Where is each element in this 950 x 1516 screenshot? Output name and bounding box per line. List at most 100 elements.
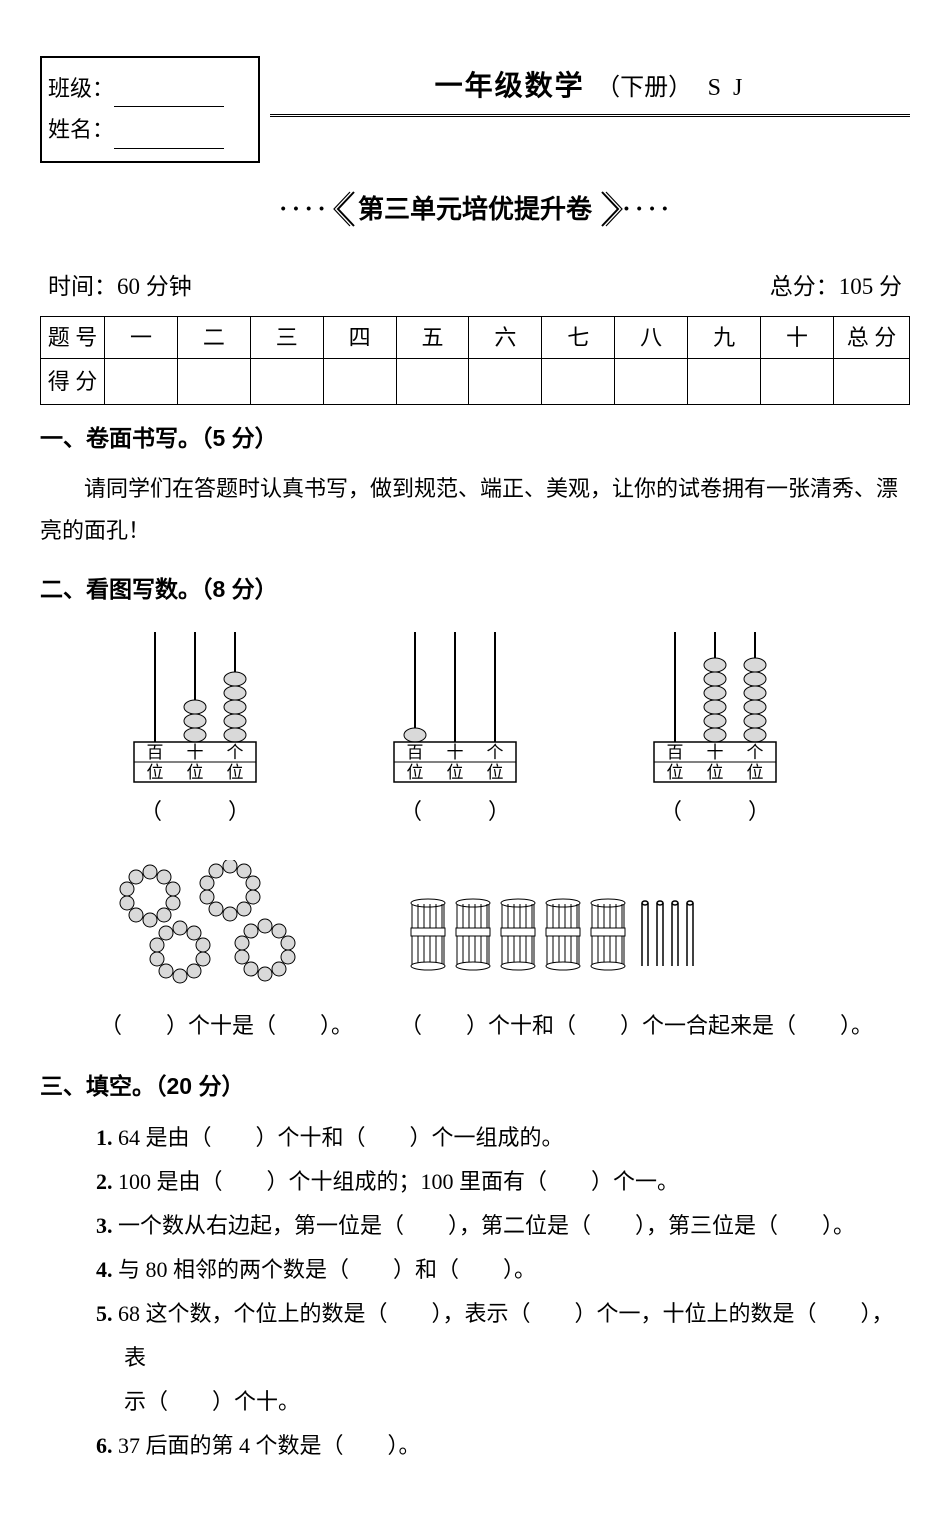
- score-cell[interactable]: [323, 358, 396, 404]
- unit-title: 第三单元培优提升卷: [358, 187, 592, 231]
- svg-text:十: 十: [187, 743, 204, 762]
- q3-text[interactable]: 37 后面的第 4 个数是（ ）。: [118, 1433, 421, 1458]
- score-cell[interactable]: [615, 358, 688, 404]
- class-blank[interactable]: [114, 83, 224, 107]
- col-7: 七: [542, 316, 615, 358]
- abacus-row: 百 十 个 位 位 位 （ ） 百 十 个 位 位 位 （ ）: [110, 627, 910, 830]
- svg-text:个: 个: [227, 743, 244, 762]
- section-1-text: 请同学们在答题时认真书写，做到规范、端正、美观，让你的试卷拥有一张清秀、漂亮的面…: [40, 468, 910, 552]
- dots-left: • • • •: [281, 197, 326, 221]
- svg-text:十: 十: [447, 743, 464, 762]
- section-1-head: 一、卷面书写。（5 分）: [40, 419, 910, 458]
- score-cell[interactable]: [250, 358, 323, 404]
- name-row: 姓名：: [48, 111, 252, 148]
- name-blank[interactable]: [114, 125, 224, 149]
- section-3-head: 三、填空。（20 分）: [40, 1067, 910, 1106]
- svg-text:百: 百: [407, 743, 424, 762]
- q3-item-1: 1. 64 是由（ ）个十和（ ）个一组成的。: [124, 1116, 910, 1160]
- score-header-row: 题 号 一 二 三 四 五 六 七 八 九 十 总 分: [41, 316, 910, 358]
- total-label: 总分：105 分: [770, 267, 902, 306]
- q3-text[interactable]: 一个数从右边起，第一位是（ ），第二位是（ ），第三位是（ ）。: [118, 1213, 855, 1238]
- sticks-text[interactable]: （ ）个十和（ ）个一合起来是（ ）。: [400, 1007, 873, 1044]
- score-cell[interactable]: [761, 358, 834, 404]
- svg-text:位: 位: [147, 763, 164, 782]
- col-5: 五: [396, 316, 469, 358]
- q3-item-4: 4. 与 80 相邻的两个数是（ ）和（ ）。: [124, 1248, 910, 1292]
- class-label: 班级：: [48, 76, 114, 101]
- student-info-box: 班级： 姓名：: [40, 56, 260, 163]
- q3-item-5b: 示（ ）个十。: [124, 1380, 910, 1424]
- svg-text:个: 个: [747, 743, 764, 762]
- score-cell[interactable]: [396, 358, 469, 404]
- q2-row2: （ ）个十是（ ）。: [100, 860, 910, 1045]
- svg-text:百: 百: [667, 743, 684, 762]
- col-8: 八: [615, 316, 688, 358]
- q3-item-6: 6. 37 后面的第 4 个数是（ ）。: [124, 1424, 910, 1468]
- q3-item-3: 3. 一个数从右边起，第一位是（ ），第二位是（ ），第三位是（ ）。: [124, 1204, 910, 1248]
- score-table: 题 号 一 二 三 四 五 六 七 八 九 十 总 分 得 分: [40, 316, 910, 405]
- svg-text:百: 百: [147, 743, 164, 762]
- q3-text[interactable]: 100 是由（ ）个十组成的；100 里面有（ ）个一。: [118, 1169, 679, 1194]
- col-1: 一: [105, 316, 178, 358]
- q3-text[interactable]: 68 这个数，个位上的数是（ ），表示（ ）个一，十位上的数是（ ），表: [118, 1301, 894, 1370]
- svg-text:十: 十: [707, 743, 724, 762]
- stick-bundles: （ ）个十和（ ）个一合起来是（ ）。: [400, 880, 873, 1045]
- svg-text:个: 个: [487, 743, 504, 762]
- section-2-head: 二、看图写数。（8 分）: [40, 570, 910, 609]
- volume-label: （下册）: [596, 75, 692, 101]
- bracket-left-icon: [332, 194, 352, 224]
- edition-code: S J: [708, 75, 746, 101]
- abacus-3-answer[interactable]: （ ）: [630, 793, 800, 830]
- score-value-row: 得 分: [41, 358, 910, 404]
- abacus-3: 百 十 个 位 位 位 （ ）: [630, 627, 800, 830]
- q3-num: 5.: [96, 1301, 113, 1326]
- q3-text[interactable]: 示（ ）个十。: [124, 1389, 300, 1414]
- abacus-2: 百 十 个 位 位 位 （ ）: [370, 627, 540, 830]
- abacus-1: 百 十 个 位 位 位 （ ）: [110, 627, 280, 830]
- q3-num: 1.: [96, 1125, 113, 1150]
- col-2: 二: [177, 316, 250, 358]
- q3-item-5: 5. 68 这个数，个位上的数是（ ），表示（ ）个一，十位上的数是（ ），表: [124, 1292, 910, 1380]
- svg-text:位: 位: [707, 763, 724, 782]
- abacus-svg: 百 十 个 位 位 位: [130, 627, 260, 787]
- abacus-2-answer[interactable]: （ ）: [370, 793, 540, 830]
- meta-row: 时间：60 分钟 总分：105 分: [40, 267, 910, 306]
- svg-text:位: 位: [487, 763, 504, 782]
- col-label: 题 号: [41, 316, 105, 358]
- q3-text[interactable]: 与 80 相邻的两个数是（ ）和（ ）。: [118, 1257, 536, 1282]
- score-cell[interactable]: [542, 358, 615, 404]
- class-row: 班级：: [48, 70, 252, 107]
- abacus-svg: 百 十 个 位 位 位: [650, 627, 780, 787]
- col-total: 总 分: [834, 316, 910, 358]
- score-cell[interactable]: [688, 358, 761, 404]
- header: 一年级数学 （下册） S J: [270, 62, 910, 110]
- svg-text:位: 位: [187, 763, 204, 782]
- header-rule: [270, 114, 910, 117]
- q3-num: 6.: [96, 1433, 113, 1458]
- col-4: 四: [323, 316, 396, 358]
- col-9: 九: [688, 316, 761, 358]
- q3-num: 3.: [96, 1213, 113, 1238]
- q3-item-2: 2. 100 是由（ ）个十组成的；100 里面有（ ）个一。: [124, 1160, 910, 1204]
- score-cell[interactable]: [469, 358, 542, 404]
- q3-text[interactable]: 64 是由（ ）个十和（ ）个一组成的。: [118, 1125, 564, 1150]
- name-label: 姓名：: [48, 117, 114, 142]
- svg-text:位: 位: [667, 763, 684, 782]
- score-cell[interactable]: [834, 358, 910, 404]
- abacus-svg: 百 十 个 位 位 位: [390, 627, 520, 787]
- time-label: 时间：60 分钟: [48, 267, 192, 306]
- score-cell[interactable]: [177, 358, 250, 404]
- svg-text:位: 位: [447, 763, 464, 782]
- row2-label: 得 分: [41, 358, 105, 404]
- rings-text[interactable]: （ ）个十是（ ）。: [100, 1007, 360, 1044]
- bracket-right-icon: [598, 194, 618, 224]
- col-3: 三: [250, 316, 323, 358]
- bead-rings: （ ）个十是（ ）。: [100, 860, 360, 1045]
- score-cell[interactable]: [105, 358, 178, 404]
- abacus-1-answer[interactable]: （ ）: [110, 793, 280, 830]
- subject-title: 一年级数学: [435, 70, 585, 101]
- svg-text:位: 位: [407, 763, 424, 782]
- col-6: 六: [469, 316, 542, 358]
- q3-list: 1. 64 是由（ ）个十和（ ）个一组成的。 2. 100 是由（ ）个十组成…: [40, 1116, 910, 1468]
- sticks-svg: [400, 880, 770, 990]
